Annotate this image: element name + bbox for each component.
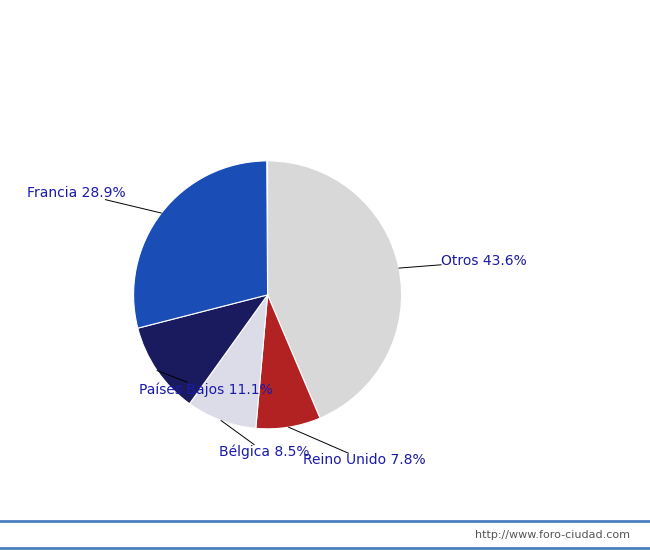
- Text: Reino Unido 7.8%: Reino Unido 7.8%: [289, 427, 426, 468]
- Text: Otros 43.6%: Otros 43.6%: [399, 255, 527, 268]
- Text: http://www.foro-ciudad.com: http://www.foro-ciudad.com: [476, 530, 630, 540]
- Wedge shape: [190, 295, 268, 428]
- Wedge shape: [134, 161, 268, 328]
- Text: Bélgica 8.5%: Bélgica 8.5%: [219, 421, 309, 459]
- Wedge shape: [256, 295, 320, 429]
- Wedge shape: [138, 295, 268, 404]
- Text: Países Bajos 11.1%: Países Bajos 11.1%: [139, 371, 273, 397]
- Text: Tauste - Turistas extranjeros según país - Abril de 2024: Tauste - Turistas extranjeros según país…: [88, 13, 562, 29]
- Text: Francia 28.9%: Francia 28.9%: [27, 185, 161, 213]
- Wedge shape: [268, 161, 402, 418]
